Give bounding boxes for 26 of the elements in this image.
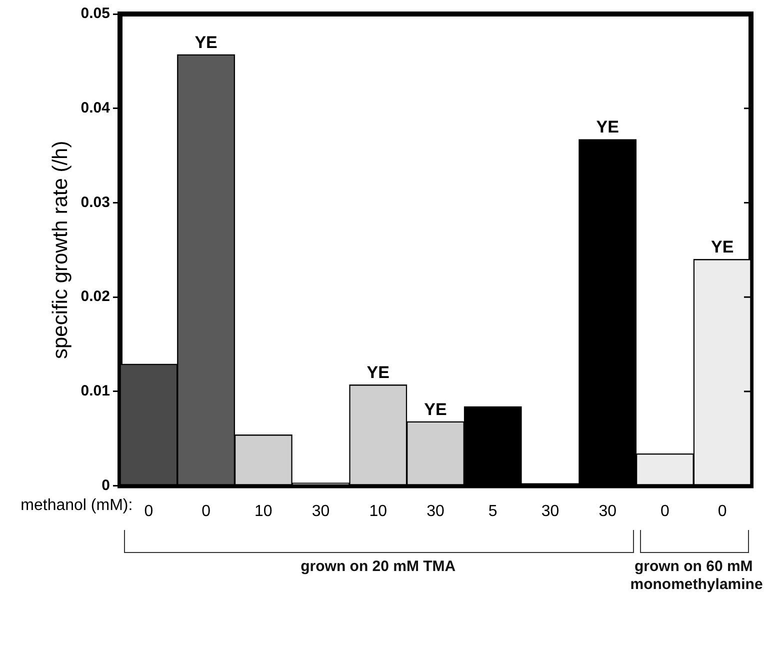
- x-tick-label: 5: [488, 502, 498, 520]
- x-tick-label: 30: [598, 502, 617, 520]
- y-tick-label: 0.04: [80, 100, 111, 116]
- data-label: YE: [366, 363, 390, 382]
- x-tick-label: 0: [660, 502, 670, 520]
- data-label: YE: [596, 118, 619, 137]
- x-tick-label: 0: [718, 502, 727, 520]
- data-label: YE: [194, 32, 218, 52]
- y-tick-label: 0.03: [80, 194, 110, 211]
- y-tick-label: 0.01: [80, 382, 110, 400]
- data-label: YE: [710, 238, 734, 257]
- y-tick-label: 0: [102, 476, 110, 494]
- y-axis-title: specific growth rate (/h): [49, 140, 72, 360]
- y-tick-label: 0.02: [80, 288, 110, 306]
- data-label: YE: [424, 400, 447, 419]
- x-tick-label: 30: [541, 502, 560, 520]
- x-tick-label: 10: [254, 502, 272, 520]
- x-tick-label: 0: [202, 502, 211, 520]
- text: grown on 60 mM monomethylamine: [630, 558, 763, 594]
- x-tick-label: 10: [369, 502, 388, 520]
- y-tick-label: 0.05: [80, 5, 110, 22]
- x-tick-label: 30: [312, 502, 330, 520]
- x-axis-title: methanol (mM):: [20, 497, 133, 514]
- x-tick-label: 30: [426, 502, 444, 520]
- x-tick-label: 0: [144, 502, 154, 520]
- text: grown on 20 mM TMA: [300, 558, 456, 575]
